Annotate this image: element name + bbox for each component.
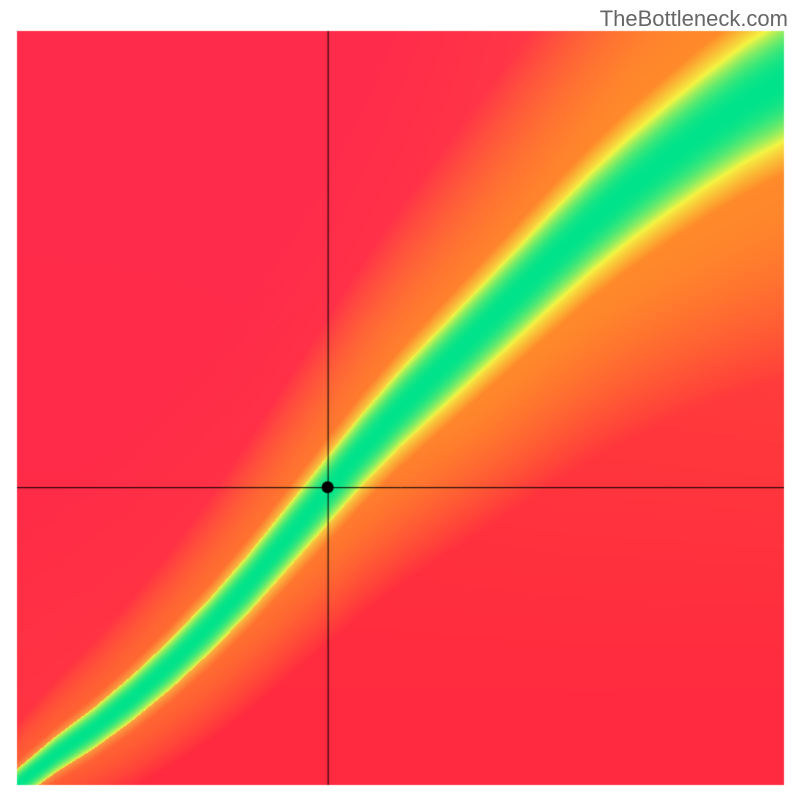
- watermark-text: TheBottleneck.com: [600, 6, 788, 32]
- chart-container: TheBottleneck.com: [0, 0, 800, 800]
- heatmap-canvas: [0, 0, 800, 800]
